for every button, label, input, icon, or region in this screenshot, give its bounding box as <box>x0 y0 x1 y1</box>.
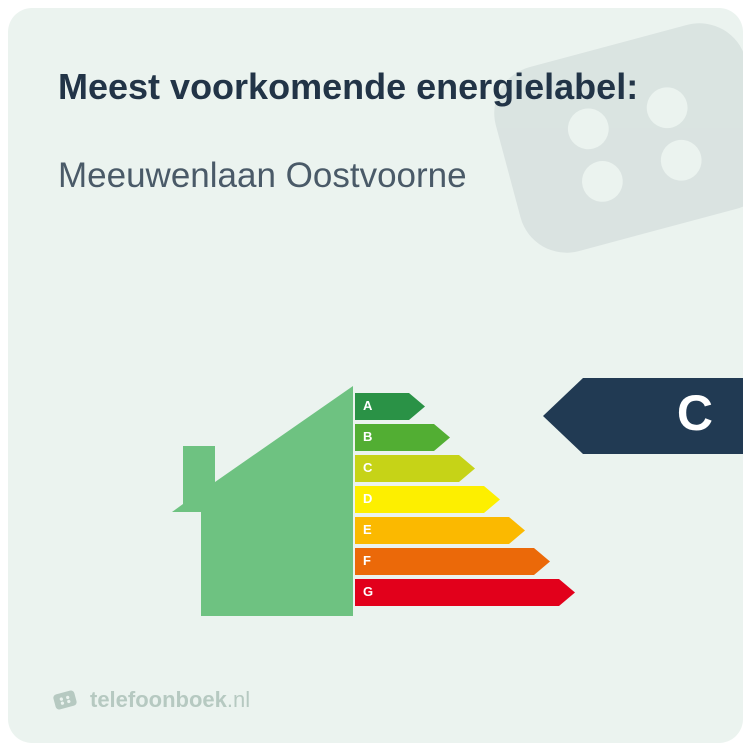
info-card: Meest voorkomende energielabel: Meeuwenl… <box>8 8 743 743</box>
brand-text: telefoonboek.nl <box>90 687 250 713</box>
card-subtitle: Meeuwenlaan Oostvoorne <box>58 156 693 196</box>
energy-bar-label: B <box>363 429 372 444</box>
brand-bold: telefoonboek <box>90 687 227 712</box>
selected-label-letter: C <box>677 384 713 442</box>
energy-bar-label: D <box>363 491 372 506</box>
card-title: Meest voorkomende energielabel: <box>58 66 693 108</box>
energy-bar-label: G <box>363 584 373 599</box>
energy-bar-label: A <box>363 398 372 413</box>
selected-label-badge: C <box>543 378 743 454</box>
brand-rest: .nl <box>227 687 250 712</box>
house-icon <box>153 386 353 616</box>
energy-bar-label: C <box>363 460 372 475</box>
footer-brand: telefoonboek.nl <box>50 685 250 715</box>
brand-icon <box>50 685 80 715</box>
energy-bar-label: E <box>363 522 372 537</box>
energy-bar-label: F <box>363 553 371 568</box>
